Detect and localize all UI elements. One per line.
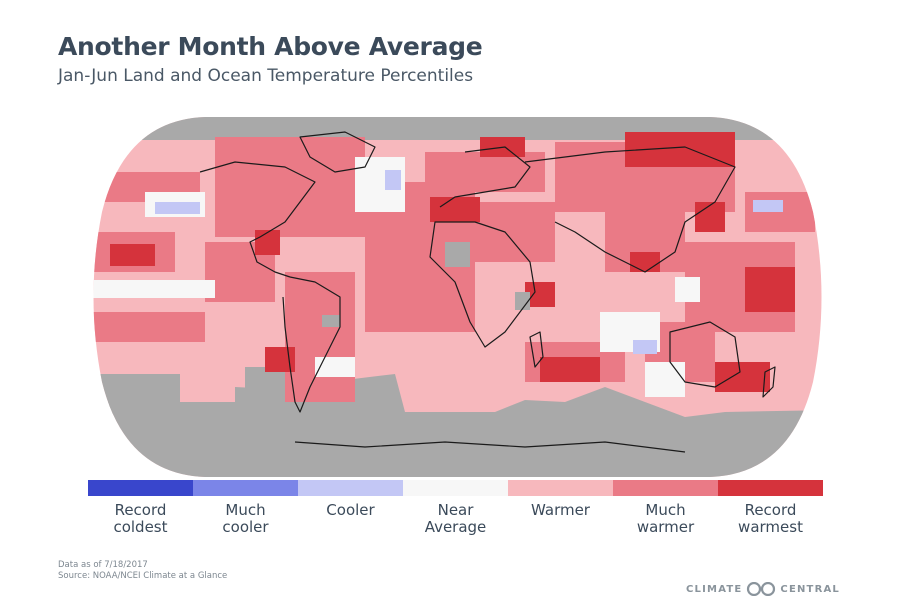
- near-average-area: [675, 277, 700, 302]
- much-warmer-area: [215, 137, 365, 237]
- coastline: [762, 366, 776, 398]
- record-warmest-area: [695, 202, 725, 232]
- legend-label-warmer: Warmer: [531, 501, 590, 519]
- legend-swatch-cooler: [298, 480, 403, 496]
- legend-swatch-warmer: [508, 480, 613, 496]
- coastline: [669, 321, 741, 388]
- record-warmest-area: [430, 197, 480, 222]
- record-warmest-area: [745, 267, 795, 312]
- coastline: [529, 331, 544, 368]
- climate-central-logo-icon: [747, 582, 776, 596]
- near-average-area: [93, 280, 215, 298]
- coastline: [299, 131, 376, 173]
- legend-swatch-record-coldest: [88, 480, 193, 496]
- near-average-area: [645, 362, 685, 397]
- world-map: [85, 112, 830, 482]
- coastline: [429, 221, 536, 348]
- coastline: [524, 146, 736, 273]
- legend-colorbar: [88, 480, 823, 496]
- record-warmest-area: [110, 244, 155, 266]
- data-date-note: Data as of 7/18/2017: [58, 560, 148, 570]
- no-data-region: [93, 374, 822, 477]
- brand-logo: CLIMATE CENTRAL: [686, 582, 840, 596]
- record-warmest-area: [540, 357, 600, 382]
- legend-label-cooler: Cooler: [326, 501, 375, 519]
- coastline: [199, 161, 316, 278]
- record-warmest-area: [630, 252, 660, 272]
- much-warmer-area: [425, 152, 545, 192]
- record-warmest-area: [255, 230, 280, 255]
- chart-subtitle: Jan-Jun Land and Ocean Temperature Perce…: [58, 66, 474, 86]
- much-warmer-area: [475, 202, 555, 262]
- legend-label-much-cooler: Much cooler: [222, 501, 269, 536]
- coastline: [439, 146, 531, 208]
- record-warmest-area: [715, 362, 770, 392]
- no-data-region: [322, 315, 340, 327]
- brand-text-left: CLIMATE: [686, 583, 743, 595]
- cooler-area: [155, 202, 200, 214]
- legend-swatch-record-warmest: [718, 480, 823, 496]
- cooler-area: [633, 340, 657, 354]
- cooler-area: [385, 170, 401, 190]
- legend-swatch-much-cooler: [193, 480, 298, 496]
- much-warmer-area: [285, 272, 355, 402]
- legend-label-record-warmest: Record warmest: [738, 501, 803, 536]
- no-data-region: [93, 374, 180, 414]
- legend-swatch-near-average: [403, 480, 508, 496]
- chart-title: Another Month Above Average: [58, 32, 483, 61]
- footnote: Data as of 7/18/2017 Source: NOAA/NCEI C…: [58, 560, 227, 582]
- no-data-region: [515, 292, 530, 310]
- legend-label-near-average: Near Average: [424, 501, 487, 536]
- legend-label-record-coldest: Record coldest: [113, 501, 168, 536]
- coastline: [282, 276, 341, 413]
- brand-text-right: CENTRAL: [780, 583, 840, 595]
- much-warmer-area: [93, 312, 205, 342]
- cooler-area: [753, 200, 783, 212]
- near-average-area: [315, 357, 355, 377]
- coastline: [294, 441, 686, 453]
- source-note: Source: NOAA/NCEI Climate at a Glance: [58, 571, 228, 581]
- legend-labels: Record coldest Much cooler Cooler Near Aver…: [88, 502, 823, 536]
- no-data-region: [445, 242, 470, 267]
- legend-swatch-much-warmer: [613, 480, 718, 496]
- legend-label-much-warmer: Much warmer: [636, 501, 695, 536]
